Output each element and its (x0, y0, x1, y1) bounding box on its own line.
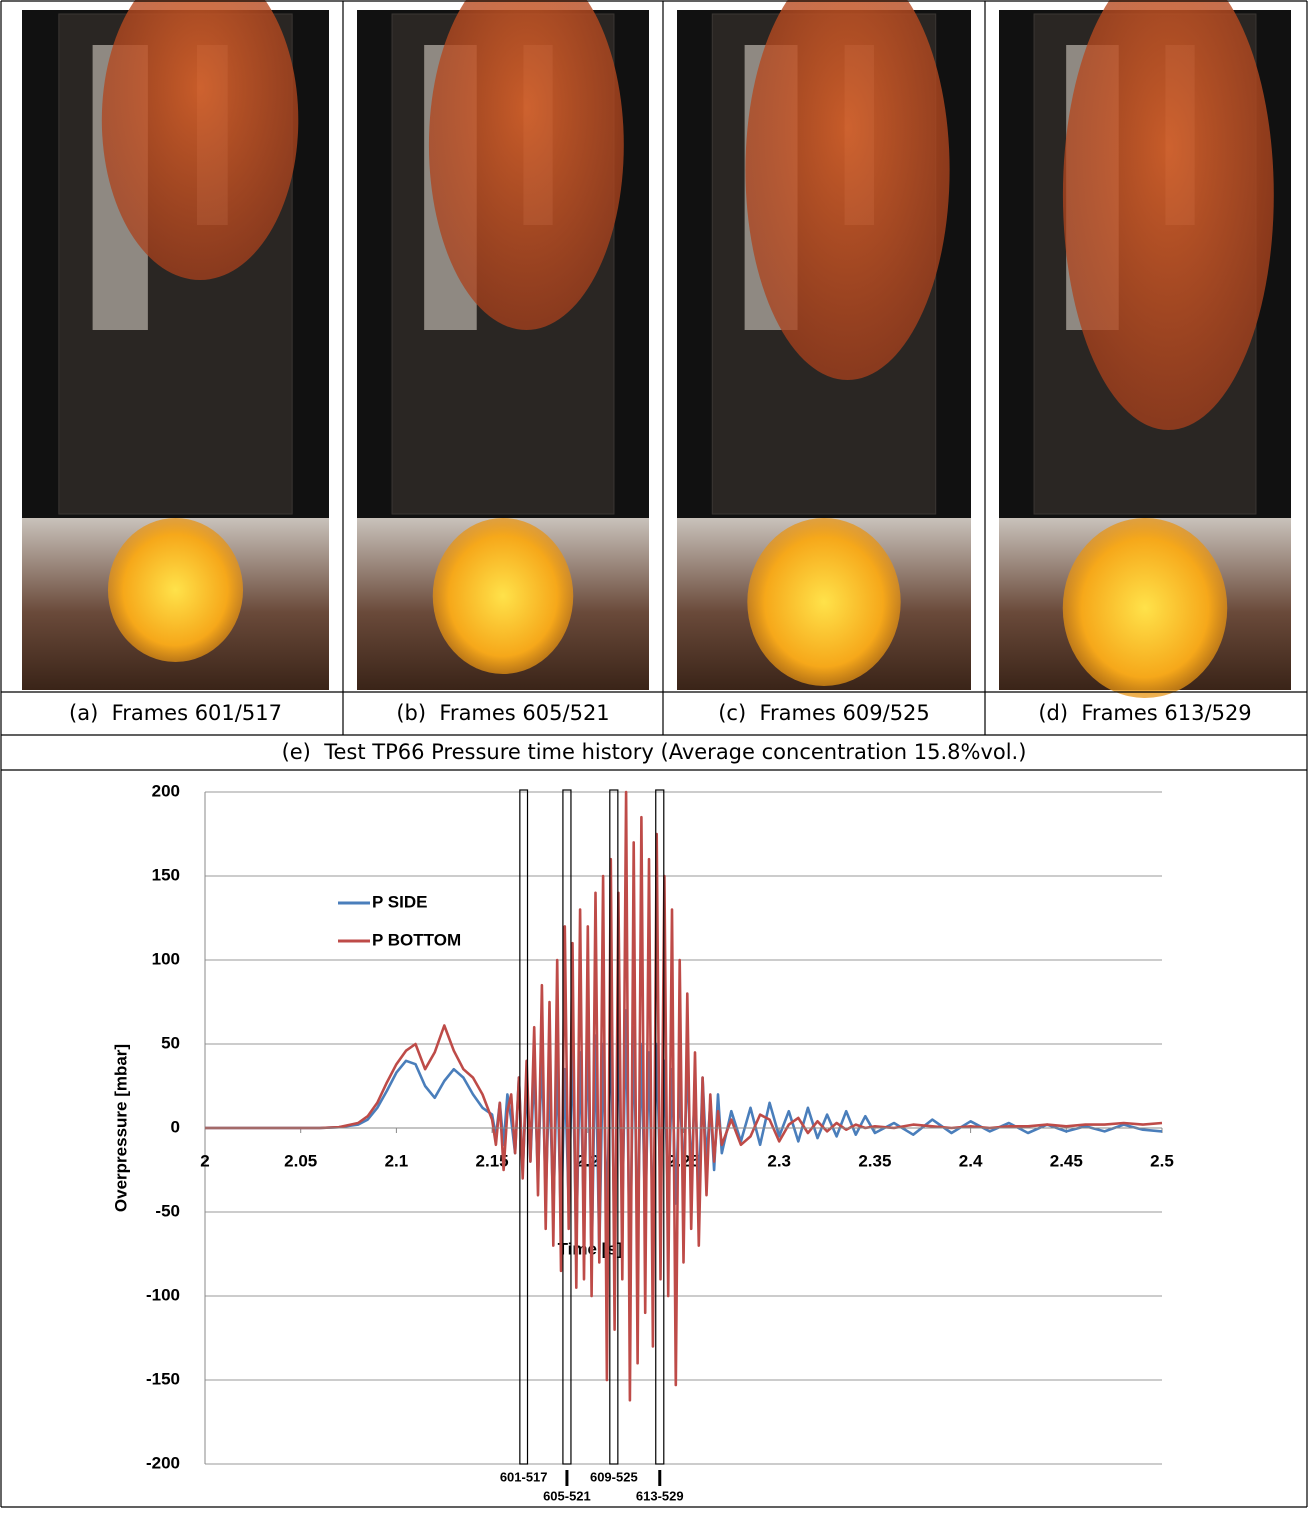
marker-label: 605-521 (543, 1488, 591, 1503)
flame (101, 0, 299, 280)
flame (1062, 0, 1274, 430)
fireball (432, 518, 574, 674)
x-tick-label: 2 (200, 1151, 209, 1170)
y-tick-label: 50 (161, 1033, 180, 1052)
x-tick-label: 2.5 (1150, 1151, 1174, 1170)
y-tick-label: 200 (152, 781, 180, 800)
y-tick-label: 100 (152, 949, 180, 968)
x-tick-label: 2.05 (284, 1151, 317, 1170)
y-tick-label: -50 (155, 1201, 180, 1220)
frame-marker (519, 789, 529, 1465)
x-tick-label: 2.45 (1050, 1151, 1083, 1170)
fireball (107, 518, 244, 662)
y-tick-label: 150 (152, 865, 180, 884)
x-tick-label: 2.2 (576, 1151, 600, 1170)
legend-label: P BOTTOM (372, 930, 461, 949)
panel-caption: (b) Frames 605/521 (396, 701, 609, 725)
frame-marker (562, 789, 572, 1465)
frame-marker (609, 789, 619, 1465)
panel-caption: (c) Frames 609/525 (718, 701, 930, 725)
y-tick-label: 0 (171, 1117, 180, 1136)
marker-label: 609-525 (590, 1469, 638, 1484)
panel-caption: (d) Frames 613/529 (1038, 701, 1251, 725)
legend-label: P SIDE (372, 892, 427, 911)
x-tick-label: 2.15 (476, 1151, 509, 1170)
y-tick-label: -100 (146, 1285, 180, 1304)
x-tick-label: 2.1 (385, 1151, 409, 1170)
y-axis-label: Overpressure [mbar] (111, 1044, 130, 1212)
x-tick-label: 2.4 (959, 1151, 983, 1170)
chart-title: (e) Test TP66 Pressure time history (Ave… (282, 740, 1027, 764)
frame-marker (655, 789, 665, 1465)
flame (745, 0, 950, 380)
y-tick-label: -150 (146, 1369, 180, 1388)
fireball (747, 518, 901, 686)
marker-label: 601-517 (500, 1469, 548, 1484)
series-line (205, 790, 1163, 1402)
flame (428, 0, 624, 330)
x-tick-label: 2.3 (767, 1151, 791, 1170)
marker-label: 613-529 (636, 1488, 684, 1503)
panel-caption: (a) Frames 601/517 (69, 701, 282, 725)
fireball (1062, 518, 1228, 698)
x-tick-label: 2.35 (858, 1151, 891, 1170)
y-tick-label: -200 (146, 1453, 180, 1472)
